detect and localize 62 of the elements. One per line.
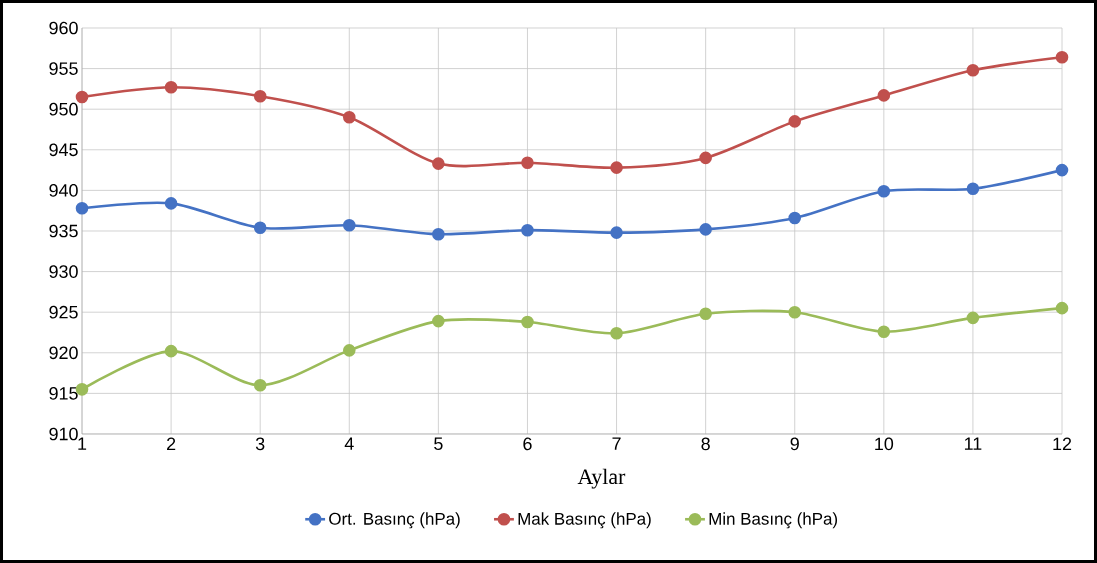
x-tick-label: 5 bbox=[434, 437, 443, 451]
point bbox=[75, 201, 89, 215]
point bbox=[432, 227, 445, 241]
point bbox=[253, 378, 267, 392]
y-tick-label: 935 bbox=[49, 224, 78, 238]
point bbox=[75, 90, 89, 104]
point bbox=[699, 223, 712, 236]
point bbox=[788, 115, 802, 128]
legend-label: Min Basınç (hPa) bbox=[709, 512, 838, 529]
y-tick-label: 940 bbox=[49, 184, 78, 197]
y-tick-label: 925 bbox=[49, 305, 78, 319]
x-tick-label: 8 bbox=[701, 437, 710, 451]
x-tick-label: 9 bbox=[790, 437, 799, 451]
x-tick-label: 10 bbox=[875, 437, 894, 451]
point bbox=[966, 182, 980, 196]
point bbox=[610, 161, 623, 174]
point bbox=[342, 111, 356, 124]
point bbox=[253, 89, 267, 103]
x-tick-label: 4 bbox=[344, 437, 354, 450]
point bbox=[1055, 50, 1069, 64]
point bbox=[788, 211, 802, 225]
legend-label: Ort. Basınç (hPa) bbox=[329, 512, 460, 529]
point bbox=[1055, 163, 1069, 177]
point bbox=[877, 89, 891, 102]
y-tick-label: 950 bbox=[49, 102, 78, 116]
y-tick-label: 945 bbox=[49, 143, 78, 157]
x-tick-label: 3 bbox=[255, 437, 265, 451]
x-tick-label: 6 bbox=[523, 437, 532, 451]
x-tick-label: 1 bbox=[78, 437, 87, 450]
x-tick-label: 2 bbox=[167, 437, 176, 451]
point bbox=[432, 314, 445, 328]
point bbox=[521, 315, 534, 329]
y-tick-label: 910 bbox=[49, 427, 78, 441]
point bbox=[1055, 301, 1069, 315]
point bbox=[164, 344, 178, 358]
x-axis-title: Aylar bbox=[577, 468, 626, 489]
x-tick-label: 12 bbox=[1053, 437, 1072, 451]
y-tick-label: 930 bbox=[49, 265, 78, 278]
point bbox=[877, 184, 891, 198]
y-tick-label: 915 bbox=[49, 387, 78, 400]
point bbox=[966, 63, 980, 77]
point bbox=[342, 344, 356, 357]
point bbox=[432, 157, 445, 170]
point bbox=[342, 219, 356, 232]
x-tick-label: 11 bbox=[964, 437, 982, 450]
point bbox=[164, 80, 178, 94]
point bbox=[164, 197, 178, 210]
legend-label: Mak Basınç (hPa) bbox=[518, 512, 651, 529]
point bbox=[877, 325, 891, 338]
x-tick-label: 7 bbox=[612, 437, 621, 450]
point bbox=[966, 311, 980, 325]
point bbox=[521, 156, 534, 170]
point bbox=[521, 223, 534, 237]
point bbox=[699, 307, 712, 321]
point bbox=[253, 221, 267, 235]
y-tick-label: 960 bbox=[49, 21, 78, 35]
y-tick-label: 955 bbox=[49, 62, 78, 75]
point bbox=[610, 327, 623, 340]
point bbox=[788, 305, 802, 319]
point bbox=[610, 226, 623, 239]
point bbox=[699, 151, 712, 165]
y-tick-label: 920 bbox=[49, 346, 78, 360]
